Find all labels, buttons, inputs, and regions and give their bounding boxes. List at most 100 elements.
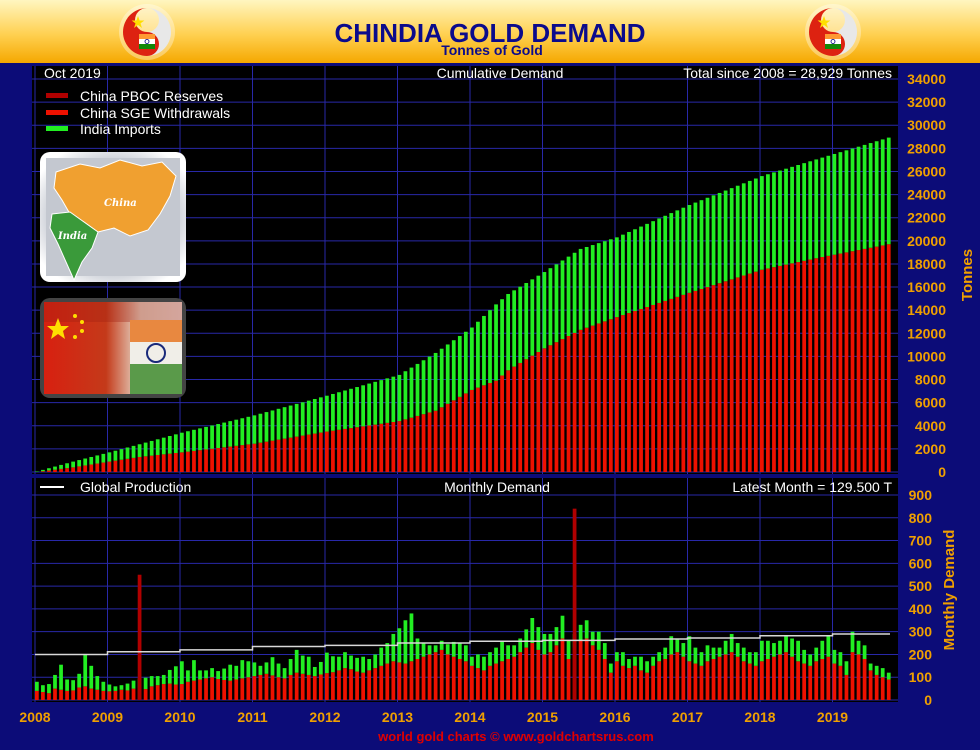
monthly-india-bar — [735, 643, 740, 657]
monthly-sge-bar — [729, 652, 734, 700]
cumulative-china-bar — [173, 453, 178, 472]
cumulative-india-bar — [167, 436, 172, 454]
monthly-india-bar — [403, 620, 408, 664]
monthly-sge-bar — [584, 638, 589, 700]
cumulative-india-bar — [711, 195, 716, 286]
monthly-india-bar — [276, 663, 281, 678]
cumulative-india-bar — [294, 403, 299, 437]
monthly-sge-bar — [65, 690, 69, 700]
monthly-sge-bar — [41, 692, 45, 700]
monthly-india-bar — [488, 652, 492, 666]
cumulative-india-bar — [463, 331, 468, 394]
cumulative-india-bar — [276, 408, 281, 440]
monthly-india-bar — [814, 647, 819, 662]
monthly-india-bar — [167, 669, 172, 684]
cumulative-india-bar — [409, 367, 414, 418]
map-label-china: China — [104, 198, 137, 209]
cumulative-india-bar — [530, 279, 535, 356]
cumulative-india-bar — [657, 218, 662, 303]
monthly-sge-bar — [421, 656, 426, 700]
y-tick-label: 600 — [909, 555, 933, 571]
cumulative-china-bar — [397, 421, 402, 472]
monthly-india-bar — [578, 624, 583, 641]
cumulative-center-label: Cumulative Demand — [437, 65, 564, 81]
cumulative-india-bar — [173, 434, 178, 454]
monthly-india-bar — [826, 636, 831, 657]
cumulative-china-bar — [784, 264, 788, 472]
monthly-sge-bar — [760, 661, 764, 700]
legend-swatch-sge — [46, 110, 68, 115]
cumulative-india-bar — [856, 146, 861, 251]
cumulative-china-bar — [596, 323, 601, 472]
cumulative-china-bar — [735, 277, 740, 472]
monthly-sge-bar — [276, 677, 281, 700]
cumulative-india-bar — [506, 293, 510, 371]
cumulative-china-bar — [161, 454, 166, 472]
cumulative-india-bar — [355, 387, 359, 428]
cumulative-india-bar — [868, 143, 873, 248]
cumulative-india-bar — [844, 150, 849, 253]
monthly-sge-bar — [820, 659, 825, 700]
cumulative-china-bar — [325, 431, 329, 472]
monthly-sge-bar — [766, 659, 770, 700]
china-india-emblem-right-icon — [805, 4, 861, 60]
monthly-india-bar — [530, 618, 535, 644]
monthly-sge-bar — [772, 656, 776, 700]
cumulative-china-bar — [602, 321, 607, 472]
monthly-india-bar — [790, 638, 794, 657]
monthly-sge-bar — [173, 684, 178, 700]
cumulative-china-bar — [530, 355, 535, 472]
cumulative-india-bar — [246, 416, 251, 445]
monthly-india-bar — [741, 647, 746, 662]
cumulative-india-bar — [186, 431, 190, 452]
monthly-india-bar — [355, 657, 359, 672]
cumulative-india-bar — [385, 378, 390, 423]
cumulative-india-bar — [554, 264, 559, 343]
monthly-india-bar — [669, 636, 674, 655]
cumulative-india-bar — [862, 144, 867, 249]
cumulative-india-bar — [747, 180, 752, 274]
cumulative-india-bar — [282, 407, 287, 439]
monthly-sge-bar — [318, 674, 323, 700]
cumulative-india-bar — [65, 463, 69, 469]
cumulative-india-bar — [470, 327, 474, 390]
monthly-sge-bar — [457, 659, 462, 700]
cumulative-china-bar — [766, 268, 770, 472]
monthly-sge-bar — [397, 662, 402, 700]
cumulative-india-bar — [113, 450, 118, 461]
cumulative-china-bar — [131, 457, 136, 472]
cumulative-china-bar — [288, 437, 293, 472]
cumulative-china-bar — [808, 259, 813, 472]
cumulative-china-bar — [167, 453, 172, 472]
cumulative-china-bar — [41, 471, 45, 472]
y-tick-label: 34000 — [907, 71, 946, 87]
cumulative-india-bar — [451, 340, 456, 401]
monthly-india-bar — [373, 654, 378, 669]
cumulative-india-bar — [784, 168, 788, 265]
monthly-sge-bar — [198, 679, 202, 700]
cumulative-india-bar — [518, 286, 523, 363]
cumulative-india-bar — [228, 421, 233, 447]
monthly-india-bar — [554, 627, 559, 646]
cumulative-india-bar — [222, 422, 227, 448]
monthly-sge-bar — [832, 663, 837, 700]
monthly-sge-bar — [161, 684, 166, 700]
cumulative-india-bar — [874, 141, 879, 247]
cumulative-china-bar — [65, 468, 69, 472]
monthly-sge-bar — [886, 679, 891, 700]
monthly-sge-bar — [868, 670, 873, 700]
cumulative-india-bar — [367, 383, 372, 426]
cumulative-china-bar — [367, 425, 372, 472]
monthly-sge-bar — [862, 659, 867, 700]
legend-item-india: India Imports — [46, 121, 161, 137]
cumulative-india-bar — [101, 453, 106, 463]
cumulative-china-bar — [826, 255, 831, 472]
monthly-sge-bar — [131, 688, 136, 700]
cumulative-india-bar — [337, 392, 341, 430]
cumulative-india-bar — [421, 360, 426, 415]
monthly-sge-bar — [355, 671, 359, 700]
cumulative-china-bar — [180, 452, 184, 472]
monthly-india-bar — [796, 640, 800, 662]
cumulative-india-bar — [608, 239, 613, 320]
cumulative-china-bar — [300, 435, 305, 472]
